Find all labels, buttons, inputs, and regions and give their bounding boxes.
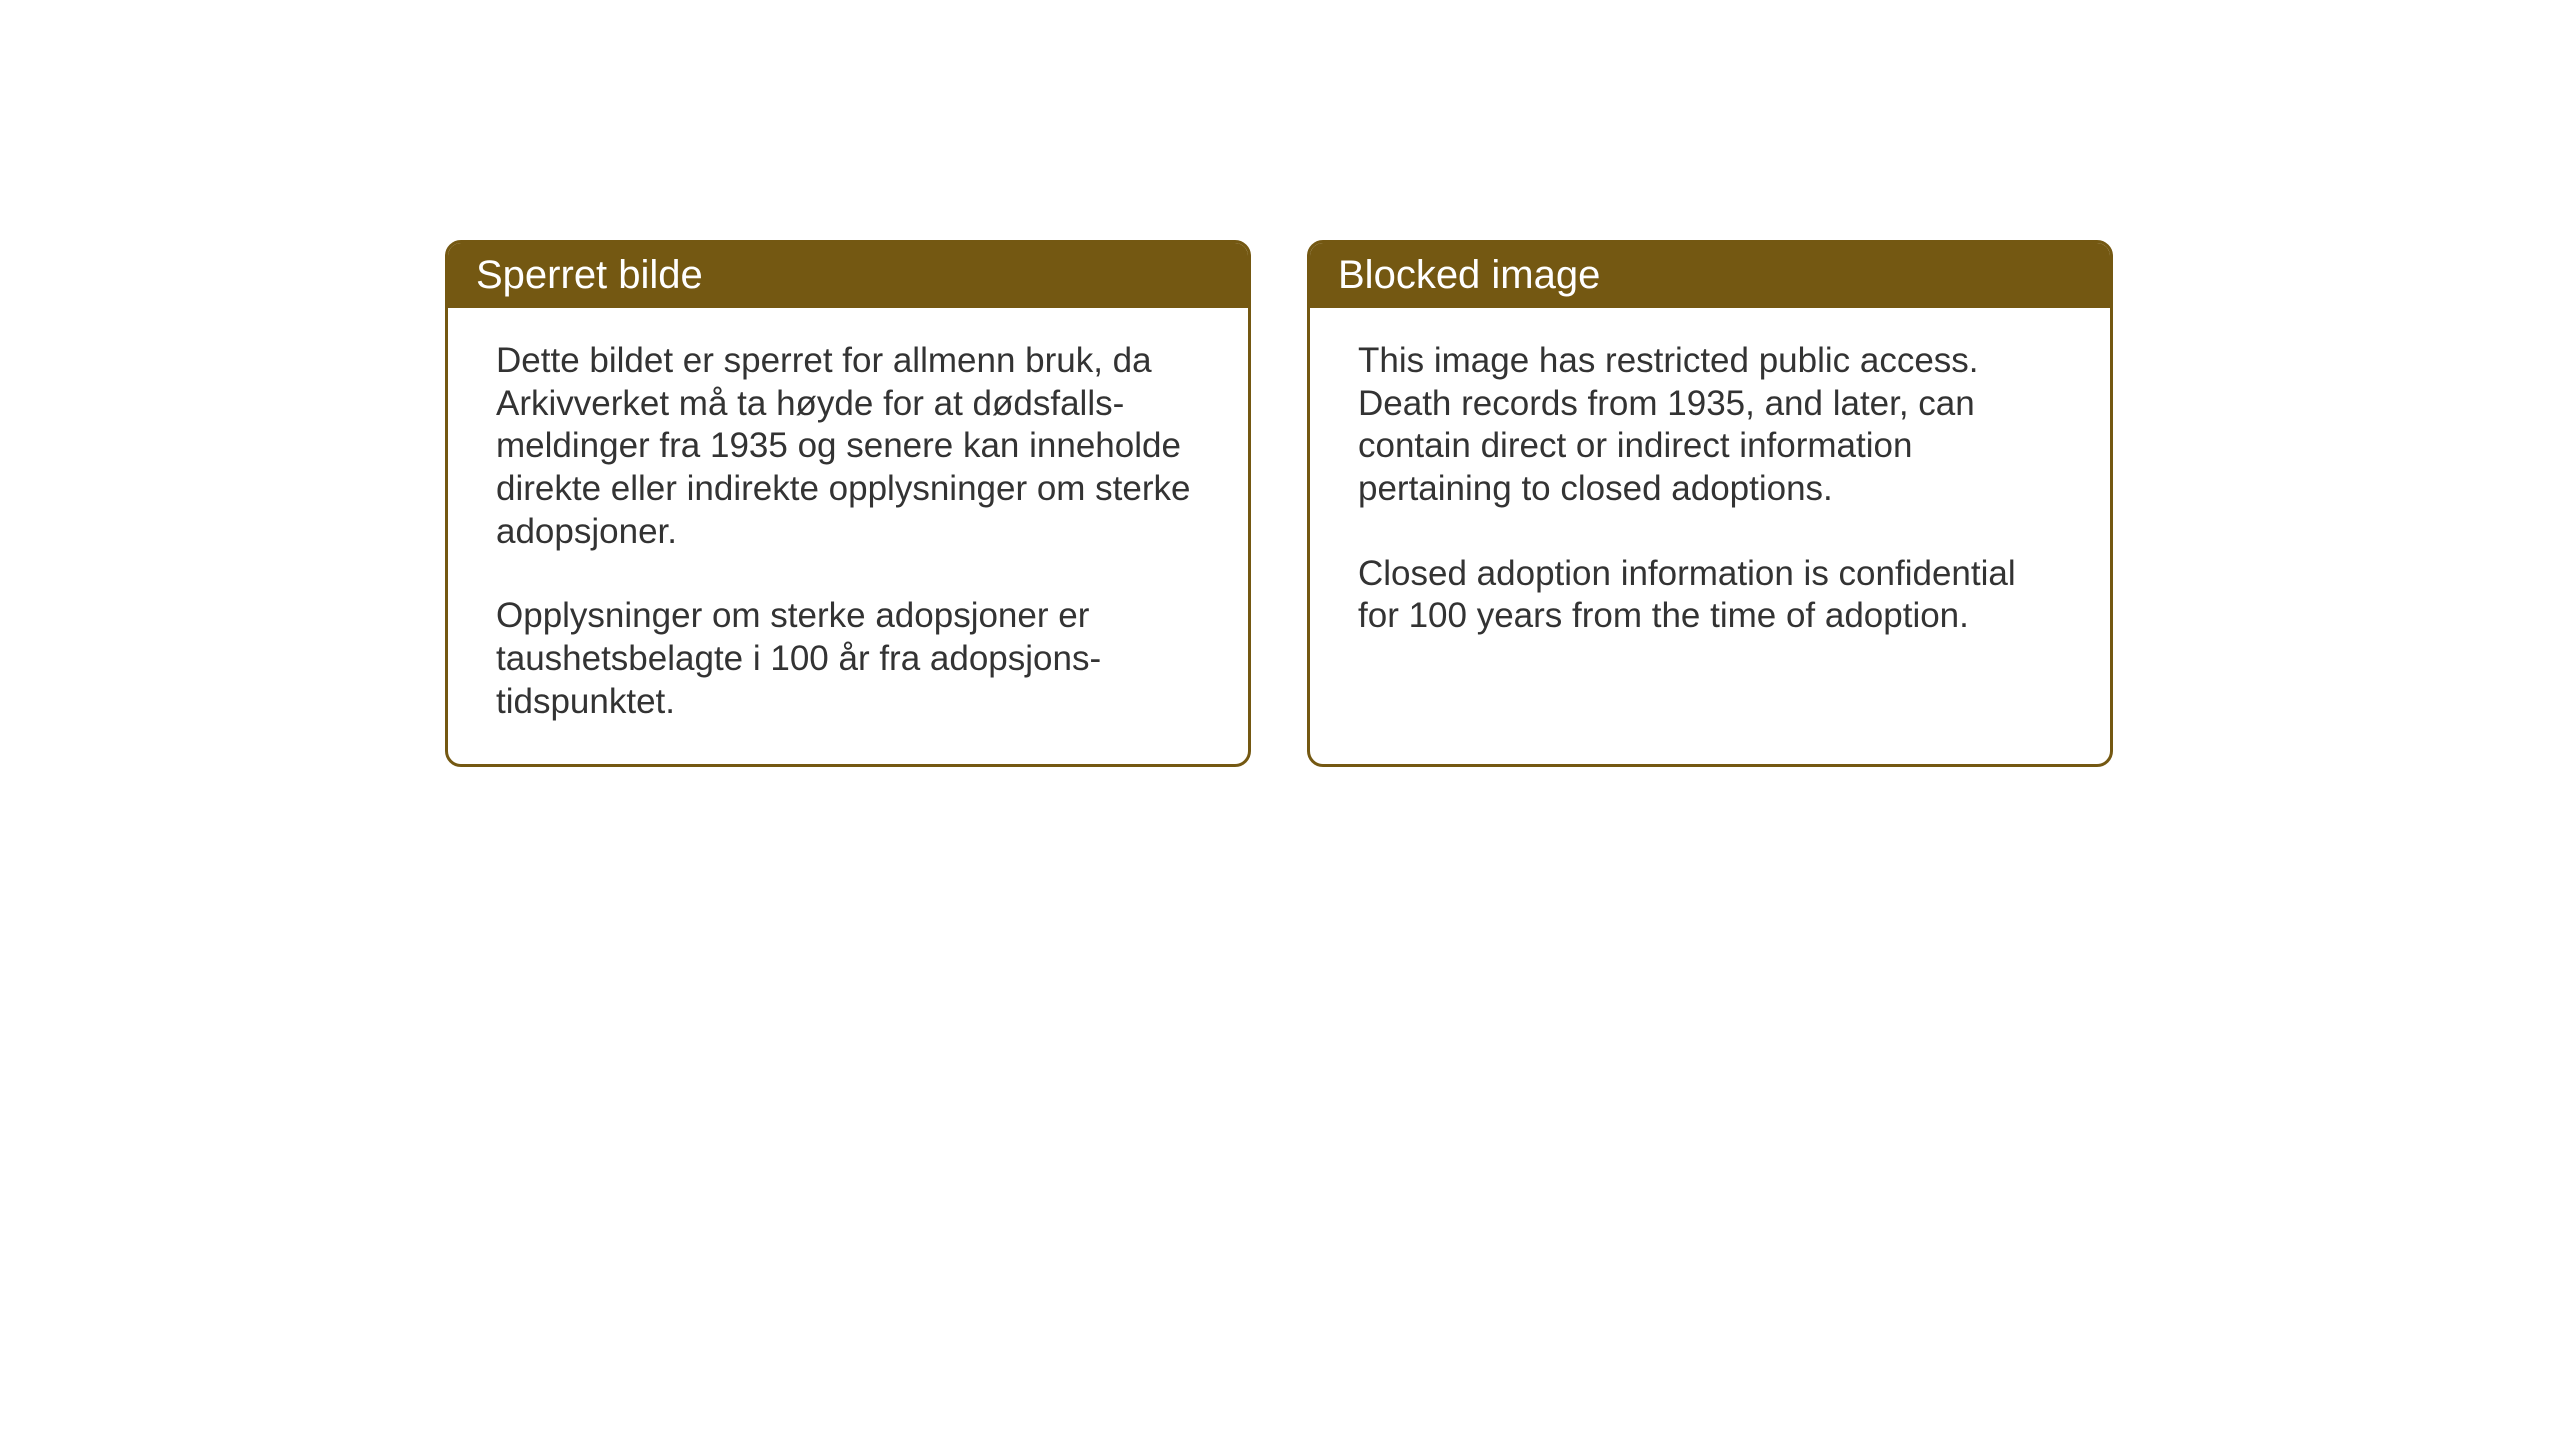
card-header-norwegian: Sperret bilde xyxy=(448,243,1248,308)
notice-paragraph: Closed adoption information is confident… xyxy=(1358,553,2062,638)
notice-paragraph: Opplysninger om sterke adopsjoner er tau… xyxy=(496,595,1200,723)
notice-container: Sperret bilde Dette bildet er sperret fo… xyxy=(445,240,2113,767)
notice-paragraph: Dette bildet er sperret for allmenn bruk… xyxy=(496,340,1200,553)
card-header-english: Blocked image xyxy=(1310,243,2110,308)
card-body-english: This image has restricted public access.… xyxy=(1310,308,2110,728)
card-body-norwegian: Dette bildet er sperret for allmenn bruk… xyxy=(448,308,1248,764)
notice-paragraph: This image has restricted public access.… xyxy=(1358,340,2062,511)
notice-card-english: Blocked image This image has restricted … xyxy=(1307,240,2113,767)
notice-card-norwegian: Sperret bilde Dette bildet er sperret fo… xyxy=(445,240,1251,767)
